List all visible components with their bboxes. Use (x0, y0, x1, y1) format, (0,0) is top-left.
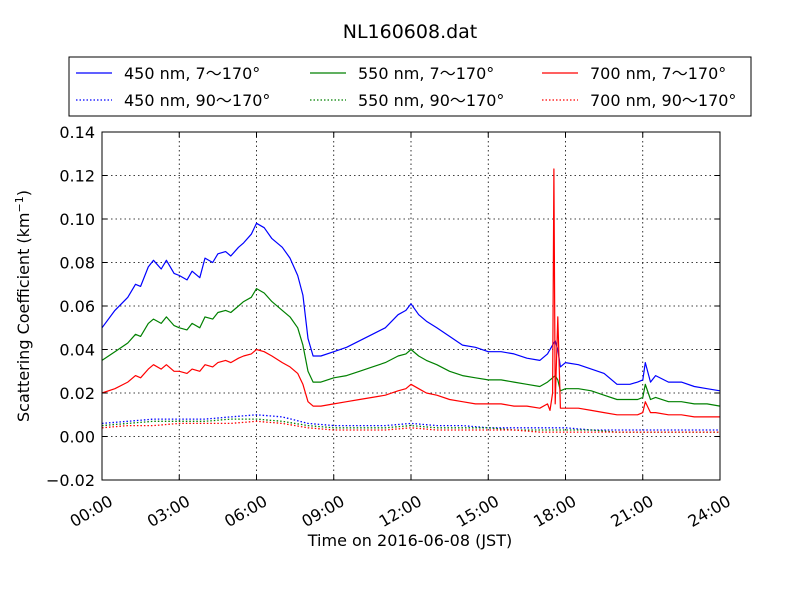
legend: 450 nm, 7～170° 550 nm, 7～170° 700 nm, 7～17… (68, 56, 752, 117)
x-tick-label-2: 06:00 (221, 491, 270, 531)
x-axis-label: Time on 2016-06-08 (JST) (307, 531, 512, 550)
y-axis-label-main: Scattering Coefficient (km (14, 212, 33, 422)
legend-box (68, 56, 752, 117)
ticks: 00:00 03:00 06:00 09:00 12:00 15:00 18:00 21:00… (46, 123, 734, 531)
legend-label-4: 550 nm, 90～170° (358, 91, 504, 110)
y-tick-label-7: 0.12 (59, 167, 95, 186)
plot-frame (101, 131, 721, 481)
y-tick-label-4: 0.06 (59, 297, 95, 316)
series-line-5 (101, 420, 720, 433)
legend-label-5: 700 nm, 90～170° (590, 91, 736, 110)
y-tick-label-2: 0.02 (59, 384, 95, 403)
legend-label-2: 700 nm, 7～170° (590, 64, 726, 83)
x-tick-label-6: 18:00 (530, 491, 579, 531)
y-tick-label-3: 0.04 (59, 341, 95, 360)
x-tick-label-3: 09:00 (298, 491, 347, 531)
grid (102, 132, 720, 480)
series-line-1 (101, 288, 721, 407)
y-axis-label-sup: −1 (13, 196, 26, 212)
y-axis-label: Scattering Coefficient (km−1) (13, 190, 33, 422)
legend-label-1: 550 nm, 7～170° (358, 64, 494, 83)
y-tick-label-6: 0.10 (59, 210, 95, 229)
x-tick-label-0: 00:00 (67, 491, 116, 531)
series-line-0 (101, 222, 721, 392)
series-line-3 (101, 414, 720, 431)
x-tick-label-4: 12:00 (376, 491, 425, 531)
x-tick-label-8: 24:00 (685, 491, 734, 531)
y-tick-label-0: −0.02 (46, 471, 95, 490)
legend-label-0: 450 nm, 7～170° (124, 64, 260, 83)
y-tick-label-5: 0.08 (59, 254, 95, 273)
y-tick-label-8: 0.14 (59, 123, 95, 142)
series-line-2 (101, 168, 720, 418)
y-axis-label-close: ) (14, 190, 33, 196)
x-tick-label-7: 21:00 (607, 491, 656, 531)
legend-label-3: 450 nm, 90～170° (124, 91, 270, 110)
x-tick-label-1: 03:00 (144, 491, 193, 531)
x-tick-label-5: 15:00 (453, 491, 502, 531)
y-tick-label-1: 0.00 (59, 428, 95, 447)
chart-title: NL160608.dat (343, 21, 478, 43)
series-group (101, 168, 721, 433)
